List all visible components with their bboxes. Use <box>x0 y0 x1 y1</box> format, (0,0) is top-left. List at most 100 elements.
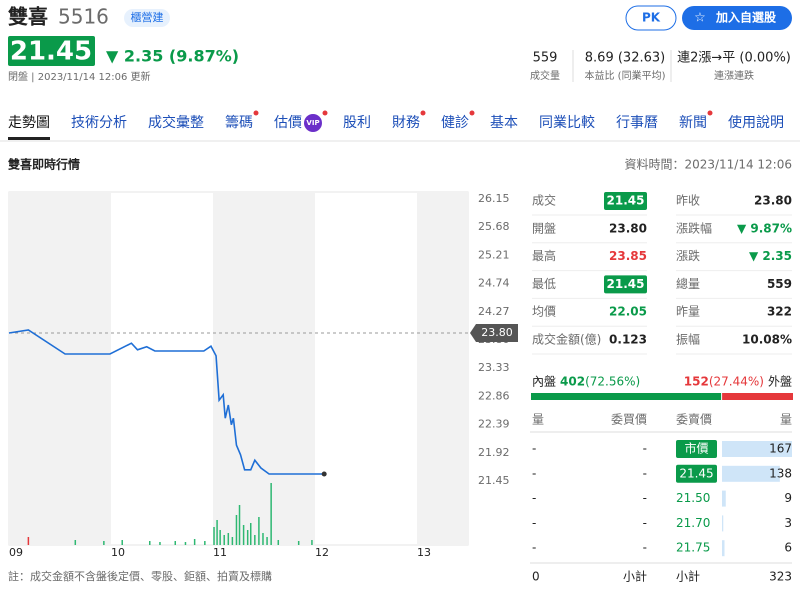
tab[interactable]: 財務 <box>392 115 420 131</box>
quote-label: 最低 <box>532 277 556 291</box>
tab[interactable]: 行事曆 <box>616 115 658 131</box>
tabs: 走勢圖 技術分析 成交彙整 籌碼 估價 VIP 股利 財務 健診 基本 同業比較 行事曆 新聞 使用說明 <box>8 110 784 140</box>
quote-label: 總量 <box>676 276 700 291</box>
vip-badge: VIP <box>306 119 319 127</box>
volume-bar <box>266 537 268 545</box>
quote-value: 10.08% <box>742 333 792 347</box>
vip-badge-bg <box>304 114 322 132</box>
quote-label: 開盤 <box>532 221 556 235</box>
tab[interactable]: 基本 <box>490 114 518 131</box>
quote-value: ▼ 9.87% <box>737 221 792 235</box>
session-band <box>9 192 111 545</box>
volume-bar <box>249 523 252 545</box>
pk-label[interactable]: PK <box>642 11 661 25</box>
volume-bar <box>242 525 245 545</box>
session-band <box>417 192 468 545</box>
outer-bar <box>722 393 793 400</box>
volume-bar <box>149 541 151 545</box>
volume-bar <box>193 539 196 545</box>
y-tick-label: 24.27 <box>478 305 510 318</box>
volume-bar <box>184 542 187 545</box>
section-title: 雙喜即時行情 <box>8 157 80 172</box>
quote-value: 23.80 <box>754 194 792 208</box>
stats: 559 成交量 8.69 (32.63) 本益比 (同業平均) 連2漲→平 (0.00%… <box>530 50 791 82</box>
ask-volume-bar <box>722 465 780 482</box>
quote-label: 成交 <box>532 193 556 208</box>
tab[interactable]: 新聞 <box>679 115 707 131</box>
quote-value: ▼ 2.35 <box>749 249 792 263</box>
book-header: 量 <box>780 413 792 427</box>
volume-bar <box>297 541 300 545</box>
star-icon[interactable]: ☆ <box>694 11 706 26</box>
quote-label: 漲跌幅 <box>676 220 712 235</box>
tab-dot <box>322 110 328 116</box>
tab[interactable]: 走勢圖 <box>8 115 50 131</box>
volume-bar <box>277 540 280 545</box>
inner-volume: 402 <box>560 375 585 389</box>
volume-bar <box>216 520 218 545</box>
ask-badge <box>676 464 717 483</box>
tab[interactable]: 使用說明 <box>728 114 784 131</box>
quote-label: 最高 <box>532 248 556 263</box>
stat-label: 本益比 (同業平均) <box>585 69 666 82</box>
pk-button[interactable] <box>625 5 677 31</box>
volume-bar <box>227 533 230 545</box>
data-time: 資料時間：2023/11/14 12:06 <box>624 158 792 172</box>
ask-volume-bar <box>722 515 724 532</box>
volume-bar <box>262 533 264 545</box>
tab[interactable]: 股利 <box>343 115 371 131</box>
ask-volume-bar <box>722 540 725 557</box>
ask-volume-bar <box>722 490 726 507</box>
quote-panel: 成交 21.45 昨收 23.80 開盤 23.80 漲跌幅 ▼ 9.87% 最高 23.85 漲跌… <box>530 192 793 584</box>
y-tick-label: 25.21 <box>478 248 510 261</box>
tab[interactable]: 健診 <box>441 115 469 131</box>
price-line <box>8 329 325 475</box>
bid-volume: - <box>532 516 536 530</box>
volume-bar <box>219 530 221 545</box>
volume-bar <box>27 537 30 545</box>
volume-bar <box>223 535 225 545</box>
watchlist-label[interactable]: 加入自選股 <box>715 10 777 25</box>
ask-price: 21.50 <box>676 491 710 505</box>
inner-bar <box>531 393 722 400</box>
quote-label: 昨收 <box>676 194 700 208</box>
volume-bar <box>235 515 238 545</box>
quote-value: 22.05 <box>609 305 647 319</box>
tab-dot <box>253 110 259 116</box>
ask-volume-bar <box>722 441 792 457</box>
tab[interactable]: 成交彙整 <box>148 114 204 131</box>
stock-name: 雙喜 <box>8 5 48 29</box>
quote-label: 均價 <box>532 305 556 319</box>
bid-price: - <box>643 491 647 505</box>
outer-volume: 152 <box>684 375 709 389</box>
bid-volume: - <box>532 541 536 555</box>
volume-bar <box>103 541 105 545</box>
ask-price: 21.70 <box>676 516 710 530</box>
book-footer: 小計 <box>676 569 700 584</box>
quote-label: 振幅 <box>676 332 700 347</box>
bid-price: - <box>643 516 647 530</box>
y-tick-label: 26.15 <box>478 192 510 205</box>
y-tick-label: 22.39 <box>478 418 510 431</box>
tab[interactable]: 同業比較 <box>539 115 595 131</box>
volume-bar <box>121 540 123 545</box>
session-band <box>213 192 315 545</box>
tab[interactable]: 估價 <box>274 114 302 131</box>
volume-bar <box>174 541 177 545</box>
quote-value: 322 <box>767 305 792 319</box>
tab[interactable]: 技術分析 <box>71 115 127 131</box>
tab[interactable]: 籌碼 <box>225 115 253 131</box>
tag[interactable]: 櫃營建 <box>131 10 164 24</box>
inner-pct: (72.56%) <box>585 375 640 389</box>
stat-value: 連2漲→平 (0.00%) <box>677 51 791 66</box>
bid-volume: - <box>532 466 536 480</box>
ask-volume: 6 <box>784 541 792 555</box>
ask-volume: 3 <box>784 516 792 530</box>
quote-value: 21.45 <box>607 277 645 291</box>
bid-volume: - <box>532 491 536 505</box>
watchlist-button[interactable] <box>682 6 792 30</box>
y-tick-label: 21.92 <box>478 446 510 459</box>
stock-code: 5516 <box>58 5 109 29</box>
status: 閉盤 | 2023/11/14 12:06 更新 <box>8 70 151 83</box>
quote-label: 漲跌 <box>676 248 700 263</box>
